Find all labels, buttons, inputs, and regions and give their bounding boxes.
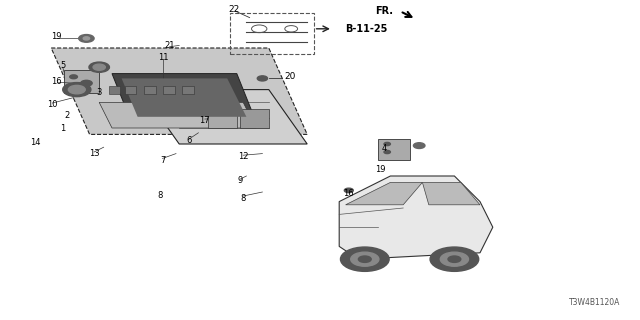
Text: 19: 19 bbox=[376, 165, 386, 174]
Circle shape bbox=[413, 143, 425, 148]
Text: FR.: FR. bbox=[376, 6, 394, 16]
Polygon shape bbox=[346, 182, 422, 205]
Text: T3W4B1120A: T3W4B1120A bbox=[570, 298, 621, 307]
Text: 8: 8 bbox=[241, 194, 246, 203]
Circle shape bbox=[344, 188, 353, 193]
Circle shape bbox=[81, 80, 92, 86]
Polygon shape bbox=[122, 78, 246, 117]
Polygon shape bbox=[240, 109, 269, 128]
Circle shape bbox=[440, 252, 468, 266]
Circle shape bbox=[68, 85, 85, 94]
Text: 2: 2 bbox=[65, 111, 70, 120]
Polygon shape bbox=[422, 182, 480, 205]
Circle shape bbox=[93, 64, 106, 70]
Circle shape bbox=[63, 83, 91, 97]
Polygon shape bbox=[163, 86, 175, 94]
Circle shape bbox=[351, 252, 379, 266]
Circle shape bbox=[430, 247, 479, 271]
Text: 20: 20 bbox=[285, 72, 296, 81]
Text: 10: 10 bbox=[47, 100, 58, 108]
Circle shape bbox=[70, 75, 77, 79]
Polygon shape bbox=[378, 139, 410, 160]
Text: 22: 22 bbox=[228, 5, 239, 14]
Circle shape bbox=[83, 37, 90, 40]
Polygon shape bbox=[144, 86, 156, 94]
Circle shape bbox=[79, 35, 94, 42]
Polygon shape bbox=[182, 96, 205, 112]
Polygon shape bbox=[182, 86, 194, 94]
Text: 17: 17 bbox=[200, 116, 210, 124]
Text: 11: 11 bbox=[158, 53, 168, 62]
Polygon shape bbox=[125, 86, 136, 94]
Text: 21: 21 bbox=[164, 41, 175, 50]
Circle shape bbox=[448, 256, 461, 262]
Circle shape bbox=[358, 256, 371, 262]
Text: 7: 7 bbox=[161, 156, 166, 164]
Polygon shape bbox=[51, 48, 307, 134]
Polygon shape bbox=[64, 70, 99, 93]
Text: 3: 3 bbox=[97, 88, 102, 97]
Polygon shape bbox=[141, 90, 307, 144]
Text: 4: 4 bbox=[381, 144, 387, 153]
Polygon shape bbox=[99, 102, 256, 128]
Text: 16: 16 bbox=[344, 189, 354, 198]
Circle shape bbox=[89, 62, 109, 72]
Text: 8: 8 bbox=[157, 191, 163, 200]
Polygon shape bbox=[339, 176, 493, 259]
Text: 12: 12 bbox=[238, 152, 248, 161]
Text: 14: 14 bbox=[30, 138, 40, 147]
Text: 19: 19 bbox=[51, 32, 61, 41]
Polygon shape bbox=[109, 86, 120, 94]
Text: 16: 16 bbox=[51, 77, 61, 86]
Text: 1: 1 bbox=[60, 124, 65, 132]
Text: 6: 6 bbox=[186, 136, 191, 145]
Circle shape bbox=[384, 142, 390, 146]
Circle shape bbox=[70, 84, 77, 88]
Circle shape bbox=[340, 247, 389, 271]
Polygon shape bbox=[208, 109, 237, 128]
Circle shape bbox=[384, 150, 390, 154]
Text: 13: 13 bbox=[90, 149, 100, 158]
Polygon shape bbox=[112, 74, 256, 122]
Circle shape bbox=[257, 76, 268, 81]
Text: 5: 5 bbox=[60, 61, 65, 70]
Text: 9: 9 bbox=[237, 176, 243, 185]
Text: B-11-25: B-11-25 bbox=[346, 24, 388, 34]
